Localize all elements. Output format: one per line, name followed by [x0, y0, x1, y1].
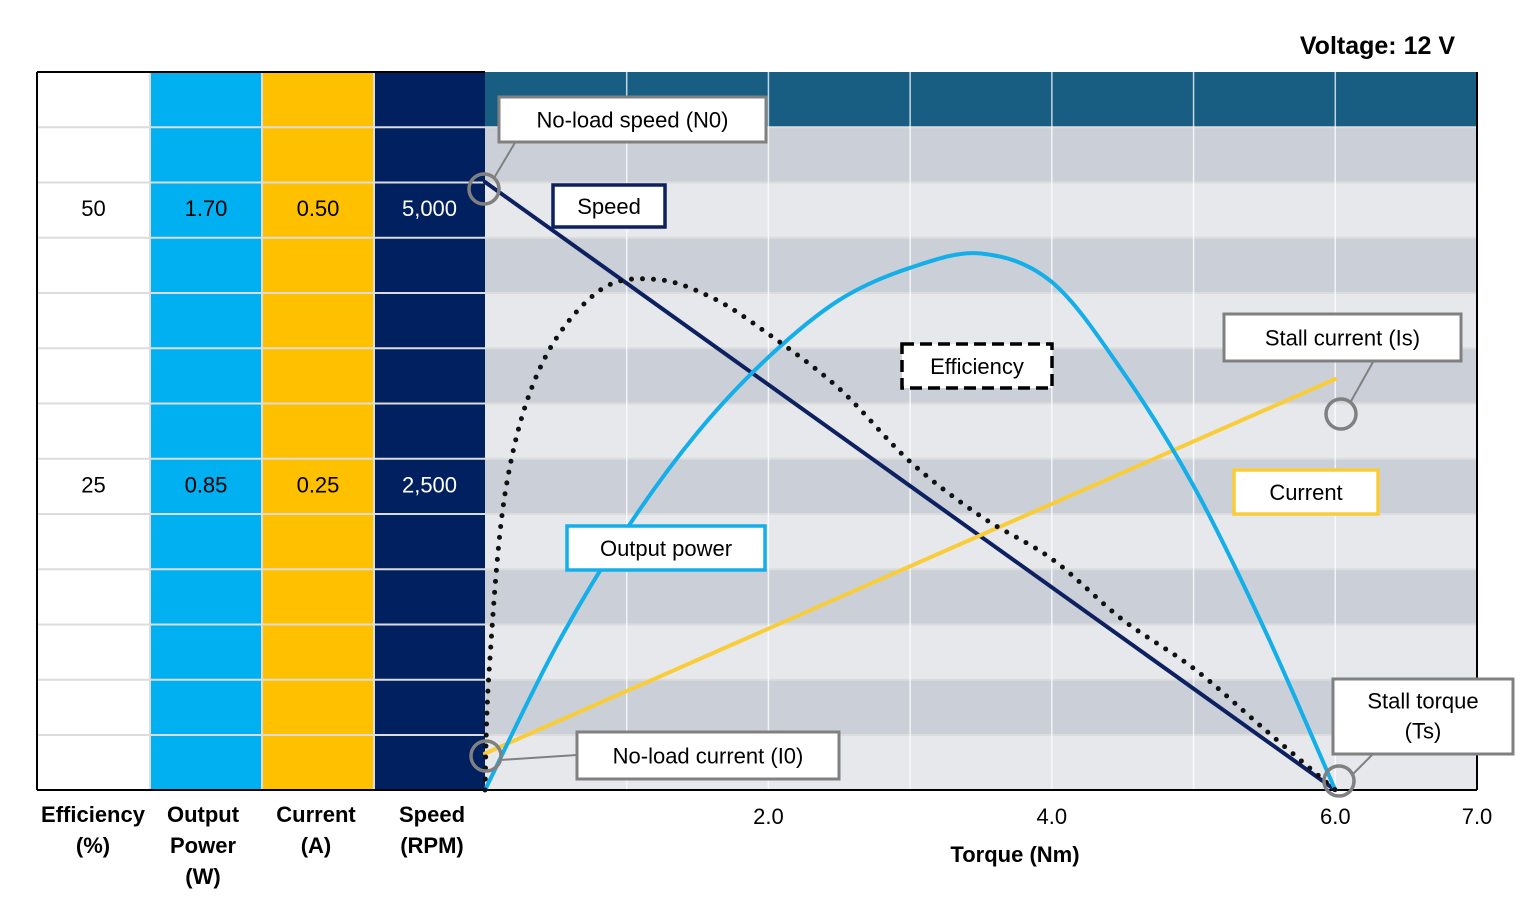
x-tick-label: 4.0	[1037, 804, 1068, 829]
efficiency-tick-label: 50	[81, 196, 105, 221]
current-legend-label-box	[1232, 468, 1380, 516]
output_power-axis-label: Output Power (W)	[167, 802, 240, 889]
speed-axis-label: Speed (RPM)	[399, 802, 465, 858]
efficiency-tick-label: 25	[81, 472, 105, 497]
grid-band	[485, 679, 1477, 736]
grid-band	[485, 403, 1477, 460]
x-axis-label: Torque (Nm)	[950, 842, 1079, 867]
no-load-current-marker	[469, 739, 503, 773]
no-load-speed-callout-box	[497, 95, 768, 144]
efficiency-series-line	[482, 276, 1338, 793]
output-power-legend-label-text: Output power	[600, 536, 732, 561]
x-tick-label: 7.0	[1462, 804, 1493, 829]
speed-series-line	[483, 180, 1338, 792]
efficiency-legend-label: Efficiency	[900, 342, 1054, 390]
no-load-current-callout: No-load current (I0)	[575, 730, 841, 781]
stall-current-callout-text: Stall current (Is)	[1265, 326, 1420, 351]
plot-background	[485, 72, 1477, 791]
x-tick-label: 6.0	[1320, 804, 1351, 829]
efficiency-legend-label-text: Efficiency	[930, 354, 1024, 379]
x-tick-label: 2.0	[753, 804, 784, 829]
current-tick-label: 0.50	[297, 196, 340, 221]
current-legend-label-text: Current	[1269, 480, 1342, 505]
current-legend-label: Current	[1232, 468, 1380, 516]
stall-torque-callout-text: Stall torque (Ts)	[1367, 689, 1478, 744]
speed-legend-label-box	[551, 183, 667, 229]
output-power-legend-label-box	[565, 524, 767, 572]
no-load-current-callout-text: No-load current (I0)	[613, 744, 804, 769]
no-load-speed-callout-text: No-load speed (N0)	[537, 108, 729, 133]
efficiency-legend-label-box	[900, 342, 1054, 390]
no-load-current-leader	[499, 754, 578, 761]
output-power-column	[150, 72, 262, 790]
stall-current-callout: Stall current (Is)	[1222, 312, 1463, 363]
speed-legend-label-text: Speed	[577, 194, 641, 219]
stall-torque-callout-box	[1331, 677, 1515, 756]
stall-torque-leader	[1352, 751, 1376, 775]
stall-current-callout-box	[1222, 312, 1463, 363]
current-column	[262, 72, 374, 790]
no-load-current-callout-box	[575, 730, 841, 781]
axis-columns	[37, 72, 485, 790]
speed-column	[374, 72, 485, 790]
grid-band	[485, 569, 1477, 625]
stall-current-leader	[1349, 361, 1374, 404]
output_power-tick-label: 1.70	[185, 196, 228, 221]
no-load-speed-leader	[493, 140, 517, 179]
no-load-speed-marker	[467, 172, 501, 206]
output-power-legend-label: Output power	[565, 524, 767, 572]
axis-labels: 50 25 Efficiency (%) 1.70 0.85 Output Power (W) 0…	[41, 32, 1492, 889]
speed-tick-label: 5,000	[402, 196, 457, 221]
stall-torque-callout: Stall torque (Ts)	[1331, 677, 1515, 756]
speed-tick-label: 2,500	[402, 472, 457, 497]
efficiency-axis-label: Efficiency (%)	[41, 802, 146, 858]
stall-current-marker	[1324, 397, 1358, 431]
annotations: Speed Current Output power Efficiency No-loa…	[467, 95, 1515, 798]
stall-torque-marker	[1322, 764, 1356, 798]
grid-band	[485, 237, 1477, 294]
chart-title: Voltage: 12 V	[1300, 32, 1455, 60]
no-load-speed-callout: No-load speed (N0)	[497, 95, 768, 144]
grid-band	[485, 624, 1477, 681]
speed-legend-label: Speed	[551, 183, 667, 229]
output_power-tick-label: 0.85	[185, 472, 228, 497]
efficiency-column	[37, 72, 150, 790]
current-tick-label: 0.25	[297, 472, 340, 497]
current-axis-label: Current (A)	[276, 802, 356, 858]
current-series-line	[483, 377, 1338, 756]
